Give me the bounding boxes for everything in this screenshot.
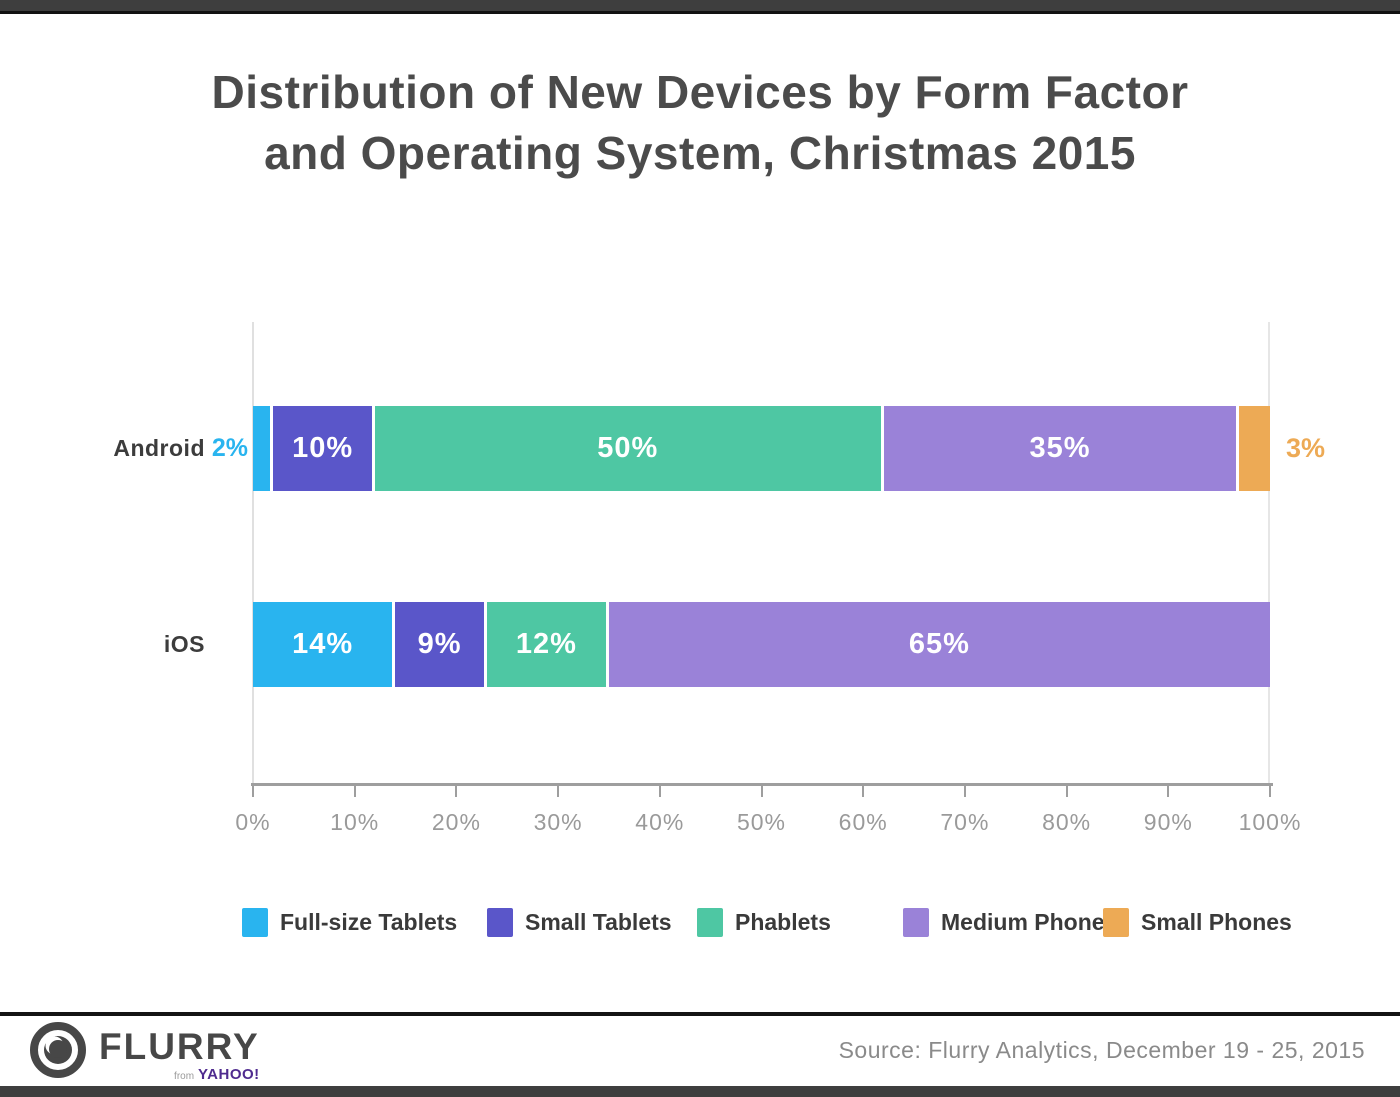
- bar-segment-ios-full-size-tablets: 14%: [253, 602, 396, 687]
- x-axis-tick-20: [455, 786, 458, 797]
- value-label-android-phablets: 50%: [597, 432, 659, 464]
- x-axis-label-70: 70%: [940, 809, 990, 835]
- x-axis-label-40: 40%: [635, 809, 685, 835]
- bar-segment-android-small-tablets: 10%: [273, 406, 376, 491]
- value-label-ios-full-size-tablets: 14%: [292, 628, 354, 660]
- x-axis-tick-0: [252, 786, 254, 797]
- x-axis-tick-70: [963, 786, 966, 797]
- x-axis-tick-80: [1065, 786, 1068, 797]
- bar-segment-ios-medium-phones: 65%: [608, 602, 1270, 687]
- chart-area: Android 10% 50% 35% 3% 2% iOS 14% 9% 12% 65% 0% 10% 2…: [0, 322, 1400, 862]
- flurry-logo-text-block: FLURRY from YAHOO!: [99, 1028, 260, 1083]
- legend-swatch-phablets: [697, 908, 723, 937]
- chart-title-line1: Distribution of New Devices by Form Fact…: [211, 66, 1189, 118]
- category-label-android: Android: [113, 435, 205, 461]
- from-label: from: [174, 1071, 195, 1082]
- value-label-android-medium-phones: 35%: [1029, 432, 1091, 464]
- value-label-ios-medium-phones: 65%: [908, 628, 970, 660]
- flurry-logo: FLURRY from YAHOO!: [30, 1022, 260, 1083]
- x-axis-tick-50: [760, 786, 763, 797]
- x-axis-label-100: 100%: [1238, 809, 1302, 835]
- x-axis-label-60: 60%: [838, 809, 888, 835]
- category-label-ios: iOS: [163, 631, 205, 657]
- legend-label-small-phones: Small Phones: [1141, 909, 1292, 935]
- legend-item-small-tablets: Small Tablets: [487, 908, 672, 937]
- legend-item-full-size-tablets: Full-size Tablets: [242, 908, 457, 937]
- x-axis-label-50: 50%: [736, 809, 787, 835]
- bottom-bar: [0, 1086, 1400, 1097]
- legend-label-small-tablets: Small Tablets: [525, 909, 672, 935]
- legend-swatch-small-tablets: [487, 908, 513, 937]
- x-axis-tick-40: [658, 786, 661, 797]
- flurry-eye-icon: [30, 1022, 86, 1078]
- value-label-android-small-phones: 3%: [1286, 433, 1326, 463]
- footer-divider-line: [0, 1012, 1400, 1016]
- from-yahoo-tagline: from YAHOO!: [99, 1066, 260, 1083]
- plot-left-edge-line: [252, 322, 254, 783]
- x-axis-tick-60: [862, 786, 865, 797]
- legend-item-phablets: Phablets: [697, 908, 831, 937]
- yahoo-wordmark: YAHOO!: [198, 1066, 260, 1083]
- chart-title-line2: and Operating System, Christmas 2015: [264, 126, 1136, 179]
- flurry-logo-wordmark: FLURRY: [99, 1026, 260, 1067]
- bar-segment-android-medium-phones: 35%: [883, 406, 1240, 491]
- x-axis-tick-90: [1167, 786, 1170, 797]
- legend-label-full-size-tablets: Full-size Tablets: [280, 909, 458, 935]
- x-axis-line: [251, 783, 1273, 786]
- legend-swatch-small-phones: [1103, 908, 1129, 937]
- chart-legend: Full-size Tablets Small Tablets Phablets Me…: [0, 908, 1400, 948]
- bar-segment-ios-small-tablets: 9%: [395, 602, 487, 687]
- value-label-android-full-size-tablets: 2%: [211, 434, 248, 462]
- bar-track-ios: 14% 9% 12% 65%: [253, 602, 1270, 687]
- bar-row-android: Android 10% 50% 35% 3% 2%: [0, 406, 1400, 491]
- legend-item-small-phones: Small Phones: [1103, 908, 1292, 937]
- value-label-ios-small-tablets: 9%: [417, 628, 462, 660]
- bar-track-android: 10% 50% 35% 3%: [253, 406, 1325, 491]
- x-axis-label-10: 10%: [330, 809, 380, 835]
- legend-swatch-full-size-tablets: [242, 908, 268, 937]
- x-axis-label-30: 30%: [533, 809, 583, 835]
- bar-segment-ios-phablets: 12%: [486, 602, 609, 687]
- x-axis-tick-30: [557, 786, 560, 797]
- x-axis-tick-10: [353, 786, 356, 797]
- x-axis-tick-100: [1269, 786, 1271, 797]
- bar-segment-android-small-phones: [1239, 406, 1270, 491]
- x-axis-label-90: 90%: [1143, 809, 1193, 835]
- chart-title: Distribution of New Devices by Form Fact…: [100, 62, 1300, 183]
- x-axis-label-20: 20%: [431, 809, 481, 835]
- plot-right-edge-line: [1268, 322, 1270, 783]
- bar-row-ios: iOS 14% 9% 12% 65%: [0, 602, 1400, 687]
- value-label-ios-phablets: 12%: [515, 628, 577, 660]
- bar-segment-android-full-size-tablets: [253, 406, 274, 491]
- legend-label-medium-phones: Medium Phones: [941, 909, 1118, 935]
- legend-swatch-medium-phones: [903, 908, 929, 937]
- x-axis-label-80: 80%: [1042, 809, 1092, 835]
- source-attribution: Source: Flurry Analytics, December 19 - …: [838, 1037, 1365, 1063]
- value-label-android-small-tablets: 10%: [292, 432, 354, 464]
- bar-segment-android-phablets: 50%: [375, 406, 884, 491]
- legend-item-medium-phones: Medium Phones: [903, 908, 1117, 937]
- legend-label-phablets: Phablets: [735, 909, 831, 935]
- x-axis-label-0: 0%: [235, 809, 271, 835]
- top-bar: [0, 0, 1400, 14]
